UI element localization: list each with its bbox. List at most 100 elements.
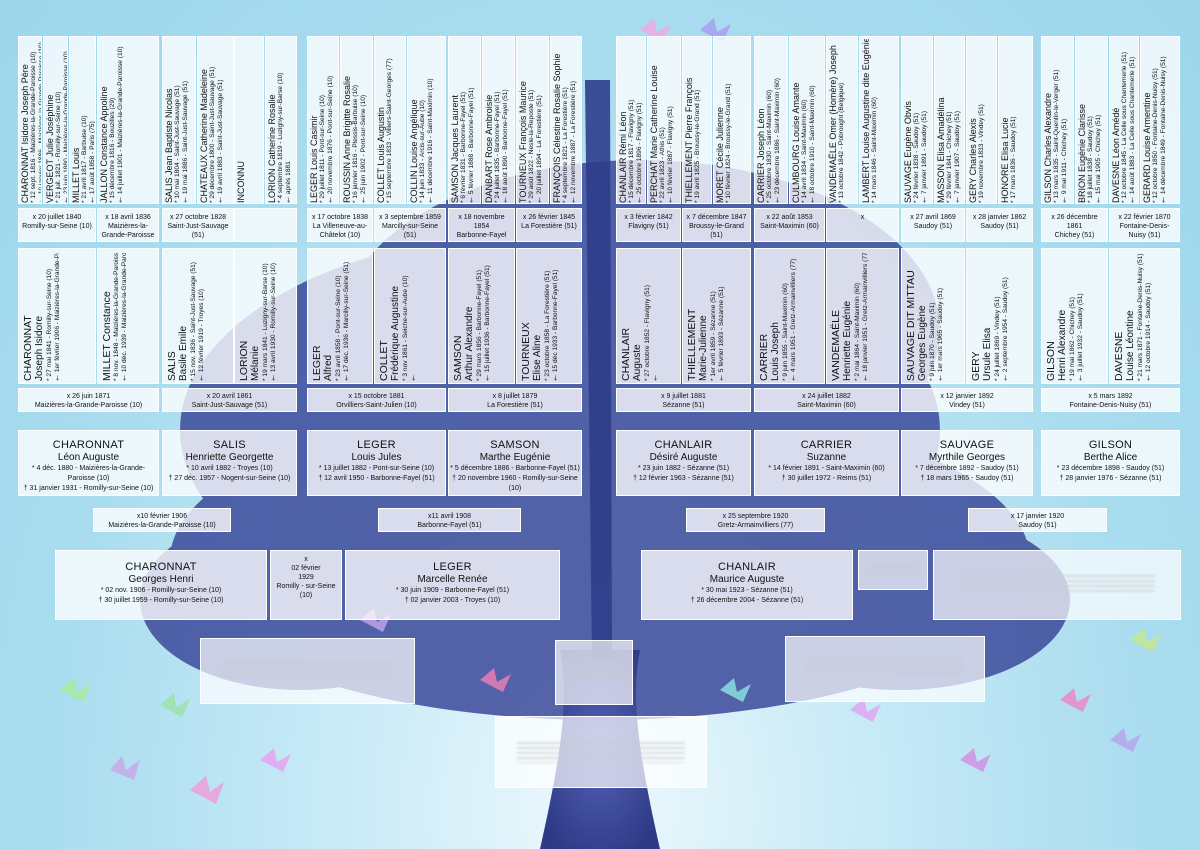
- ancestor-gen4: GERY Ursule Elisa * 24 juillet 1869 - Vind…: [966, 248, 1033, 384]
- marriage-date: x11 avril 1908: [427, 513, 472, 520]
- redacted-box: [858, 550, 928, 590]
- marriage-place: Maizières-la-Grande-Paroisse (10): [108, 522, 216, 529]
- ancestor-death: † 13 avril 1930 - Romilly-sur-Seine (10): [270, 262, 277, 381]
- marriage-place: Saudoy (51): [1018, 522, 1057, 529]
- ancestor-text: CHANLAIR Auguste * 27 octobre 1852 - Flavi…: [620, 253, 679, 381]
- ancestor-death: † 12 février 1919 - Troyes (10): [198, 288, 205, 381]
- marriage-day: 02 février: [291, 565, 321, 572]
- ancestor-text: CHATEAUX Catherine Madeleine * 29 décembr…: [199, 39, 233, 203]
- ancestor-gen2: CHARONNAT Georges Henri * 02 nov. 1906 - R…: [55, 550, 267, 620]
- ancestor-text: LORION Catherine Rosalie * 4 septembre 18…: [267, 39, 296, 203]
- ancestor-birth: * 21 mars 1871 - Fontaine-Denis-Nuisy (5…: [1137, 253, 1144, 381]
- ancestor-birth: * 2 mai 1864 - Saint-Maximin (60): [854, 282, 861, 381]
- ancestor-gen5: BRION Eugénie Clarisse * 18 juillet 1838 …: [1075, 36, 1108, 204]
- ancestor-death: † 14 juillet 1901 - Maizières-la-Grande-…: [117, 46, 124, 203]
- marriage-place: Sézanne (51): [662, 402, 705, 409]
- ancestor-firstname: Elise Aline: [532, 334, 543, 381]
- ancestor-death: † 14 août 1883 - La Celle sous Chantemer…: [1129, 56, 1136, 203]
- ancestor-text: VERGEOT Julie Joséphine * 21 juil. 1821 -…: [45, 39, 68, 203]
- ancestor-gen4: SAMSON Arthur Alexandre * 29 mars 1856 - B…: [448, 248, 515, 384]
- ancestor-death: † 1er février 1906 - Maizières-la-Grande…: [54, 253, 61, 381]
- ancestor-name: BRION Eugénie Clarisse: [1077, 103, 1087, 203]
- marriage-text: x 26 février 1845 La Forestière (51): [517, 213, 581, 231]
- marriage-gen4: x 5 mars 1892 Fontaine-Denis-Nuisy (51): [1041, 388, 1180, 412]
- ancestor-surname: CHARONNAT: [125, 561, 197, 573]
- marriage-place: Marcilly-sur-Seine (51): [381, 223, 438, 239]
- marriage-place: Saudoy (51): [980, 223, 1019, 230]
- ancestor-firstname: Marie-Julienne: [698, 315, 709, 381]
- ancestor-text: INCONNU: [236, 39, 263, 203]
- marriage-date: x 22 août 1853: [766, 214, 813, 221]
- ancestor-birth: * 17 mars 1836 - Saudoy (51): [1010, 116, 1017, 204]
- ancestor-name: LEGER Louis Casimir: [309, 115, 319, 203]
- ancestor-birth: * 13 juillet 1882 - Pont-sur-Seine (10): [318, 465, 435, 472]
- marriage-place: Saint-Just-Sauvage (51): [167, 223, 229, 239]
- ancestor-death: † 10 janvier 1886 - Maizières-la-Grande-…: [38, 42, 42, 203]
- ancestor-birth: * 9 juin 1870 - Saudoy (51): [929, 302, 936, 381]
- ancestor-name: MILLET Louis: [71, 147, 81, 203]
- marriage-gen4: x 26 juin 1871 Maizières-la-Grande-Parois…: [18, 388, 159, 412]
- ancestor-name: THIELLEMENT Pierre François: [684, 77, 694, 203]
- ancestor-name: CHATEAUX Catherine Madeleine: [199, 69, 209, 203]
- ancestor-firstname: Léon Auguste: [57, 452, 120, 463]
- ancestor-gen4: MILLET Constance * 8 nov. 1848 - Maizière…: [97, 248, 159, 384]
- marriage-date: x 15 octobre 1881: [348, 393, 405, 400]
- ancestor-death: † 19 mai 1886 - Saint-Just-Sauvage (51): [182, 80, 189, 203]
- ancestor-name: GILSON Charles Alexandre: [1043, 92, 1053, 203]
- ancestor-text: SALIS Henriette Georgette * 10 avril 1882 …: [163, 439, 296, 484]
- marriage-date: x 5 mars 1892: [1088, 393, 1133, 400]
- ancestor-gen5: DAVESNE Léon Amédé * 12 octobre 1845 - La…: [1109, 36, 1139, 204]
- marriage-text: x 25 septembre 1920 Gretz-Armainvilliers …: [687, 512, 824, 530]
- ancestor-birth: * 23 décembre 1898 - Saudoy (51): [1056, 465, 1165, 472]
- ancestor-firstname: Arthur Alexandre: [464, 306, 475, 382]
- ancestor-death: † 23 juin 1880 - Maizières-la-Grande-Par…: [63, 51, 68, 203]
- marriage-gen3: x 25 septembre 1920 Gretz-Armainvilliers …: [686, 508, 825, 532]
- ancestor-gen4: LORION Mélanie * 19 mars 1841 - Luzigny-su…: [234, 248, 297, 384]
- ancestor-text: SAMSON Arthur Alexandre * 29 mars 1856 - B…: [452, 253, 513, 381]
- redacted-box: [785, 636, 985, 702]
- ancestor-surname: DAVESNE: [1113, 331, 1125, 381]
- ancestor-surname: CHARONNAT: [22, 315, 34, 381]
- marriage-date: x 22 février 1870: [1118, 214, 1171, 221]
- ancestor-surname: LEGER: [357, 439, 396, 451]
- ancestor-text: FRANÇOIS Célestine Rosalie Sophie * 4 sep…: [552, 39, 581, 203]
- marriage-place: Maizières-la-Grande-Paroisse (10): [101, 223, 155, 239]
- marriage-date: x 7 décembre 1847: [686, 214, 747, 221]
- ancestor-text: CARRIER Joseph Léon * 25 octobre 1830 - S…: [756, 39, 787, 203]
- marriage-date: x 17 octobre 1838: [311, 214, 369, 221]
- marriage-text: x: [827, 213, 898, 222]
- marriage-place: Saint-Maximin (60): [760, 223, 819, 230]
- ancestor-birth: * 24 juillet 1869 - Vindey (51): [994, 296, 1001, 381]
- ancestor-death: † 7 janvier 1891 - Saudoy (51): [921, 110, 928, 203]
- ancestor-text: VANDEMAËLE Omer (Homère) Joseph * 13 octo…: [828, 39, 857, 203]
- marriage-gen5: x 18 novembre 1854 Barbonne-Fayel (51): [448, 208, 515, 242]
- ancestor-surname: LEGER: [311, 345, 323, 381]
- ancestor-text: LEGER Louis Casimir * 29 juillet 1811 - P…: [309, 39, 338, 203]
- marriage-gen5: x 26 février 1845 La Forestière (51): [516, 208, 582, 242]
- marriage-date: x 17 janvier 1920: [1010, 513, 1065, 520]
- marriage-place: Orvilliers-Saint-Julien (10): [336, 402, 417, 409]
- ancestor-name: VANDEMAËLE Omer (Homère) Joseph: [828, 45, 838, 203]
- redacted-text: [958, 574, 1156, 596]
- marriage-place: La Forestière (51): [521, 223, 577, 230]
- ancestor-text: JALLON Constance Appoline * 15 décembre 1…: [99, 39, 158, 203]
- ancestor-gen4: LEGER Alfred * 23 avril 1858 - Pont-sur-Se…: [307, 248, 373, 384]
- ancestor-gen2: CHANLAIR Maurice Auguste * 30 mai 1923 - S…: [641, 550, 853, 620]
- redacted-box: [200, 638, 415, 704]
- marriage-gen4: x 8 juillet 1879 La Forestière (51): [448, 388, 582, 412]
- ancestor-name: COLLIN Louise Angélique: [409, 99, 419, 203]
- ancestor-death: † 12 octobre 1914 - Saudoy (51): [1145, 282, 1152, 381]
- marriage-text: x 15 octobre 1881 Orvilliers-Saint-Julien…: [308, 392, 445, 410]
- marriage-text: x 17 octobre 1838 La Villeneuve-au-Châtel…: [308, 213, 372, 240]
- ancestor-text: GERARD Louise Armentine * 12 octobre 1850…: [1142, 39, 1179, 203]
- ancestor-birth: * 10 avril 1882 - Troyes (10): [186, 465, 273, 472]
- ancestor-firstname: Henriette Eugénie: [842, 300, 853, 381]
- marriage-place: Fontaine-Denis-Nuisy (51): [1119, 223, 1170, 239]
- ancestor-gen3: GILSON Berthe Alice * 23 décembre 1898 - S…: [1041, 430, 1180, 496]
- ancestor-firstname: Louis Jules: [351, 452, 402, 463]
- ancestor-name: MASSON Elisa Amadélina: [936, 97, 946, 203]
- marriage-gen5: x: [826, 208, 899, 242]
- ancestor-birth: * 4 déc. 1880 - Maizières-la-Grande-Paro…: [31, 465, 146, 482]
- ancestor-name: HONORE Elisa Lucie: [1000, 117, 1010, 203]
- ancestor-gen3: CHANLAIR Désiré Auguste * 23 juin 1882 - S…: [616, 430, 751, 496]
